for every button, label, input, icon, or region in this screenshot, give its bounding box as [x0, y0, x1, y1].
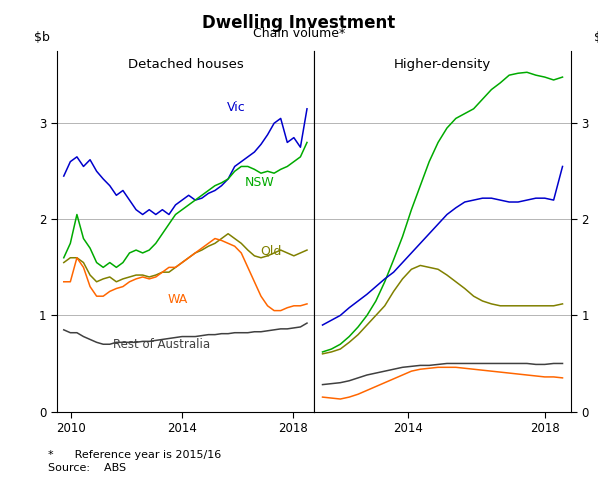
Text: Vic: Vic [227, 101, 245, 113]
Text: Source:    ABS: Source: ABS [48, 463, 126, 473]
Text: Chain volume*: Chain volume* [253, 27, 345, 40]
Text: NSW: NSW [245, 176, 274, 189]
Text: Dwelling Investment: Dwelling Investment [202, 14, 396, 32]
Text: $b: $b [33, 31, 50, 44]
Text: WA: WA [167, 293, 188, 306]
Text: Higher-density: Higher-density [394, 58, 491, 71]
Text: *      Reference year is 2015/16: * Reference year is 2015/16 [48, 450, 221, 460]
Text: Rest of Australia: Rest of Australia [114, 338, 210, 352]
Text: $b: $b [594, 31, 598, 44]
Text: Detached houses: Detached houses [127, 58, 243, 71]
Text: Qld: Qld [260, 245, 281, 258]
